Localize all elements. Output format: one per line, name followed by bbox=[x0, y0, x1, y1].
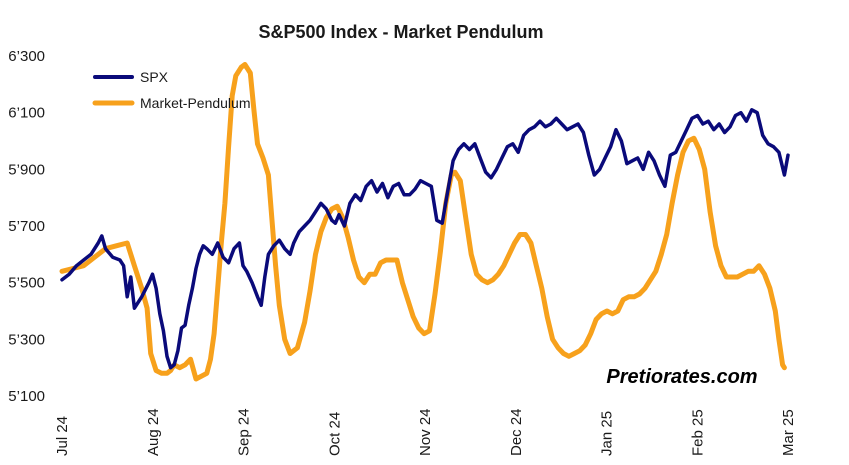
series-line-spx bbox=[60, 108, 790, 370]
y-tick-label: 5’500 bbox=[8, 275, 45, 292]
legend-label-market-pendulum: Market-Pendulum bbox=[140, 95, 251, 111]
y-tick-label: 5’900 bbox=[8, 161, 45, 178]
y-tick-label: 6’300 bbox=[8, 48, 45, 65]
x-tick-label: Jul 24 bbox=[54, 416, 71, 456]
x-tick-label: Mar 25 bbox=[780, 409, 797, 456]
x-axis: Jul 24 Aug 24 Sep 24 Oct 24 Nov 24 Dec 24 Jan … bbox=[54, 408, 797, 456]
x-tick-label: Aug 24 bbox=[145, 408, 162, 456]
x-tick-label: Oct 24 bbox=[326, 412, 343, 456]
watermark: Pretiorates.com bbox=[606, 366, 757, 388]
x-tick-label: Dec 24 bbox=[508, 408, 525, 456]
x-tick-label: Feb 25 bbox=[689, 409, 706, 456]
series-layer bbox=[59, 62, 790, 382]
chart-title: S&P500 Index - Market Pendulum bbox=[258, 22, 543, 42]
legend: SPX Market-Pendulum bbox=[92, 69, 251, 111]
y-tick-label: 5’700 bbox=[8, 218, 45, 235]
y-axis: 5’100 5’300 5’500 5’700 5’900 6’100 6’300 bbox=[8, 48, 45, 405]
x-tick-label: Jan 25 bbox=[599, 411, 616, 456]
series-line-market-pendulum bbox=[59, 62, 787, 382]
x-tick-label: Sep 24 bbox=[236, 408, 253, 456]
x-tick-label: Nov 24 bbox=[417, 408, 434, 456]
y-tick-label: 5’300 bbox=[8, 331, 45, 348]
y-tick-label: 5’100 bbox=[8, 388, 45, 405]
legend-label-spx: SPX bbox=[140, 69, 169, 85]
y-tick-label: 6’100 bbox=[8, 105, 45, 122]
